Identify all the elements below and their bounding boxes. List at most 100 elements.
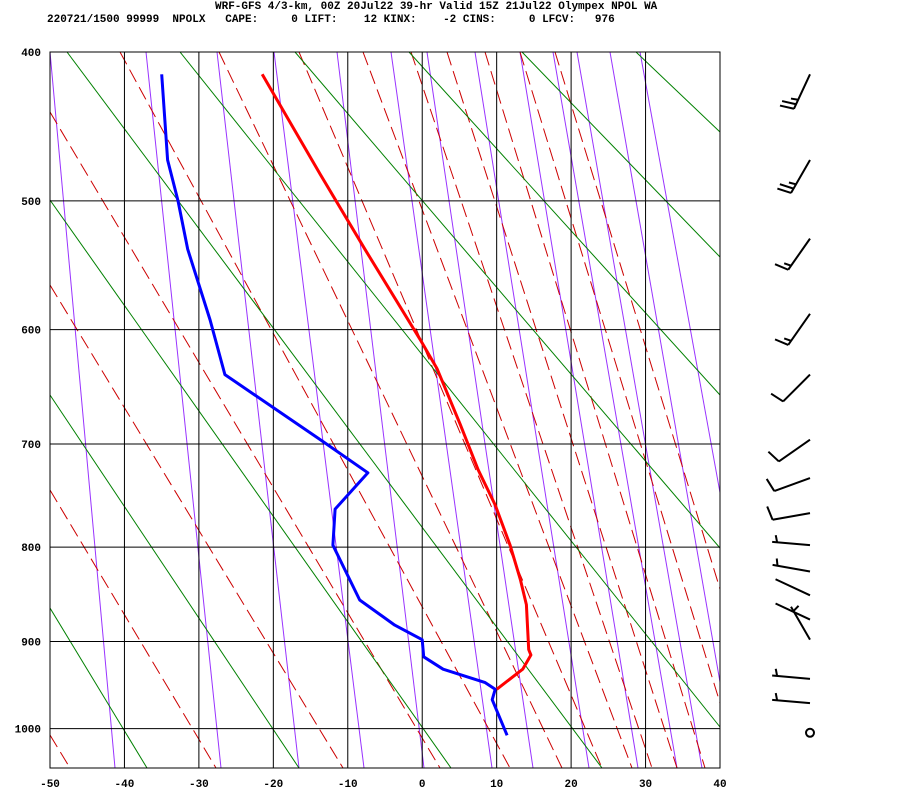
green-guide-line [179, 52, 720, 728]
purple-guide-line [576, 52, 703, 768]
y-tick-label: 500 [21, 197, 41, 209]
wind-barb-half-feather [774, 692, 779, 701]
wind-barb [767, 438, 811, 463]
wind-barb-feather [781, 100, 797, 106]
wind-barb-half-feather [775, 558, 779, 566]
sounding-stats-line: 220721/1500 99999 NPOLX CAPE: 0 LIFT: 12… [47, 14, 615, 26]
wind-barb [777, 159, 811, 194]
purple-guide-line [50, 52, 116, 768]
wind-barb-staff [773, 477, 811, 493]
x-tick-label: -10 [338, 779, 358, 791]
purple-guide-line [216, 52, 300, 768]
wind-barb [765, 477, 811, 493]
x-tick-label: -30 [189, 779, 209, 791]
wind-barb-half-feather [790, 97, 799, 101]
wind-barb-staff [775, 578, 811, 597]
wind-barb-feather [765, 478, 776, 492]
wind-barb [774, 238, 811, 271]
green-guide-line [408, 52, 720, 396]
red-dashed-guide-line [298, 52, 603, 768]
wind-barb-staff [793, 73, 811, 110]
green-guide-line [50, 199, 452, 768]
wind-barb [766, 506, 811, 521]
red-dashed-guide-line [218, 52, 563, 768]
x-tick-label: 30 [639, 779, 652, 791]
wind-barb-staff [778, 438, 811, 463]
wind-barb [805, 727, 815, 738]
wind-barb [772, 668, 811, 680]
x-tick-label: -20 [263, 779, 283, 791]
y-tick-label: 600 [21, 326, 41, 338]
x-tick-label: 20 [565, 779, 578, 791]
wind-barb-feather [767, 450, 780, 463]
y-tick-label: 1000 [15, 725, 41, 737]
plot-frame [49, 51, 721, 769]
y-tick-label: 900 [21, 637, 41, 649]
wind-barb [772, 558, 811, 573]
y-tick-label: 400 [21, 48, 41, 60]
red-dashed-guide-line [446, 52, 678, 768]
purple-guide-line [609, 52, 720, 685]
chart-title: WRF-GFS 4/3-km, 00Z 20Jul22 39-hr Valid … [215, 1, 658, 13]
wind-barb-feather [766, 506, 774, 521]
x-tick-label: -40 [115, 779, 135, 791]
wind-barb [790, 605, 811, 641]
wind-barb [772, 534, 811, 547]
red-dashed-guide-line [119, 52, 511, 768]
green-guide-line [521, 52, 720, 258]
wind-barb-staff [772, 512, 811, 521]
background-lines [50, 52, 720, 768]
wind-barb-staff [772, 563, 811, 573]
purple-guide-line [273, 52, 365, 768]
wind-barb-half-feather [774, 668, 779, 677]
purple-guide-line [390, 52, 493, 768]
wind-barb-half-feather [783, 262, 792, 267]
wind-barb-staff [787, 313, 811, 346]
wind-barb-feather [777, 187, 792, 194]
green-guide-line [635, 52, 720, 133]
green-guide-line [50, 394, 300, 768]
wind-barb-feather [774, 263, 789, 271]
x-tick-label: 0 [419, 779, 426, 791]
red-dashed-guide-line [484, 52, 706, 768]
red-dashed-guide-line [410, 52, 653, 768]
wind-barb [774, 313, 811, 346]
wind-barb [775, 578, 811, 597]
wind-barb [779, 73, 811, 110]
y-tick-label: 800 [21, 543, 41, 555]
wind-barb-half-feather [792, 605, 800, 612]
purple-guide-line [552, 52, 678, 768]
wind-barb-half-feather [788, 181, 797, 186]
wind-barb [772, 692, 811, 705]
red-dashed-guide-line [362, 52, 633, 768]
wind-barb-staff [772, 540, 811, 547]
y-tick-label: 700 [21, 440, 41, 452]
x-tick-label: -50 [40, 779, 60, 791]
calm-wind-circle [805, 727, 815, 738]
purple-guide-line [426, 52, 534, 768]
x-tick-label: 10 [490, 779, 503, 791]
temperature-profile-line [260, 73, 533, 691]
red-dashed-guide-line [519, 52, 720, 705]
wind-barb-staff [772, 698, 811, 705]
wind-barb-feather [779, 183, 794, 190]
wind-barb-staff [772, 674, 811, 680]
red-dashed-guide-line [50, 489, 217, 768]
wind-barb-staff [790, 159, 811, 194]
red-dashed-guide-line [50, 284, 344, 768]
green-guide-line [50, 607, 148, 768]
wind-barb-half-feather [774, 534, 779, 543]
purple-guide-line [145, 52, 222, 768]
x-tick-label: 40 [713, 779, 726, 791]
wind-barb-staff [782, 373, 811, 403]
dewpoint-profile-line [160, 74, 509, 736]
wind-barb-feather [774, 338, 789, 346]
wind-barb-feather [770, 392, 784, 403]
wind-barb-staff [790, 606, 811, 641]
wind-barb-feather [779, 104, 795, 110]
red-dashed-guide-line [50, 111, 441, 768]
red-dashed-guide-line [554, 52, 720, 591]
red-dashed-guide-line [50, 734, 71, 768]
purple-guide-line [474, 52, 590, 768]
